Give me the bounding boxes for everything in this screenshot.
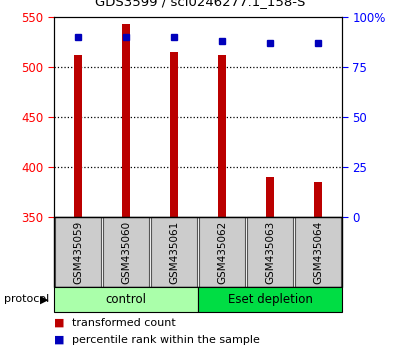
Text: GSM435062: GSM435062 bbox=[217, 221, 227, 284]
Bar bbox=[122, 24, 130, 217]
Bar bbox=[266, 177, 274, 217]
Text: protocol: protocol bbox=[4, 295, 49, 304]
Text: GSM435064: GSM435064 bbox=[313, 221, 323, 284]
Bar bbox=[247, 217, 293, 287]
Text: GSM435061: GSM435061 bbox=[169, 221, 179, 284]
Text: GSM435063: GSM435063 bbox=[265, 221, 275, 284]
Bar bbox=[170, 52, 178, 217]
Bar bbox=[199, 217, 245, 287]
Bar bbox=[74, 55, 82, 217]
Bar bbox=[218, 55, 226, 217]
Bar bbox=[151, 217, 197, 287]
Bar bbox=[55, 217, 101, 287]
Text: GSM435060: GSM435060 bbox=[121, 221, 131, 284]
Text: ▶: ▶ bbox=[40, 295, 48, 304]
Bar bbox=[103, 217, 149, 287]
Bar bbox=[198, 287, 342, 312]
Bar bbox=[54, 287, 198, 312]
Text: transformed count: transformed count bbox=[72, 318, 176, 328]
Bar bbox=[295, 217, 341, 287]
Text: Eset depletion: Eset depletion bbox=[228, 293, 312, 306]
Text: GSM435059: GSM435059 bbox=[73, 221, 83, 284]
Text: GDS3599 / scl0246277.1_158-S: GDS3599 / scl0246277.1_158-S bbox=[95, 0, 305, 8]
Bar bbox=[314, 182, 322, 217]
Text: percentile rank within the sample: percentile rank within the sample bbox=[72, 335, 260, 345]
Text: ■: ■ bbox=[54, 335, 64, 345]
Text: ■: ■ bbox=[54, 318, 64, 328]
Text: control: control bbox=[106, 293, 146, 306]
